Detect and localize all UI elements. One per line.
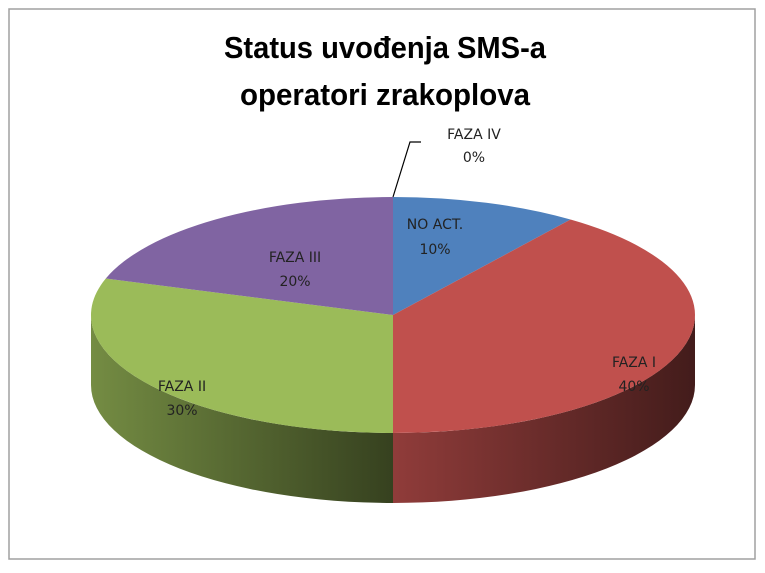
slice: [393, 219, 696, 433]
data-label-name: FAZA II: [158, 379, 206, 395]
data-label-value: 10%: [419, 242, 450, 258]
slice: [393, 197, 571, 315]
chart-title: operatori zrakoplova: [240, 77, 531, 112]
slice: [90, 278, 393, 433]
data-label-name: NO ACT.: [407, 217, 463, 233]
data-label-name: FAZA III: [269, 250, 321, 266]
data-label-value: 30%: [166, 403, 197, 419]
slice-side: [393, 315, 695, 503]
leader-line: [392, 141, 421, 198]
data-label-value: 0%: [463, 150, 485, 166]
slice: [105, 197, 393, 315]
data-label-name: FAZA I: [612, 355, 656, 371]
data-label-value: 20%: [279, 274, 310, 290]
slice-side: [91, 315, 393, 503]
data-label-name: FAZA IV: [447, 127, 501, 143]
data-label-value: 40%: [618, 379, 649, 395]
chart-title: Status uvođenja SMS-a: [224, 30, 547, 65]
